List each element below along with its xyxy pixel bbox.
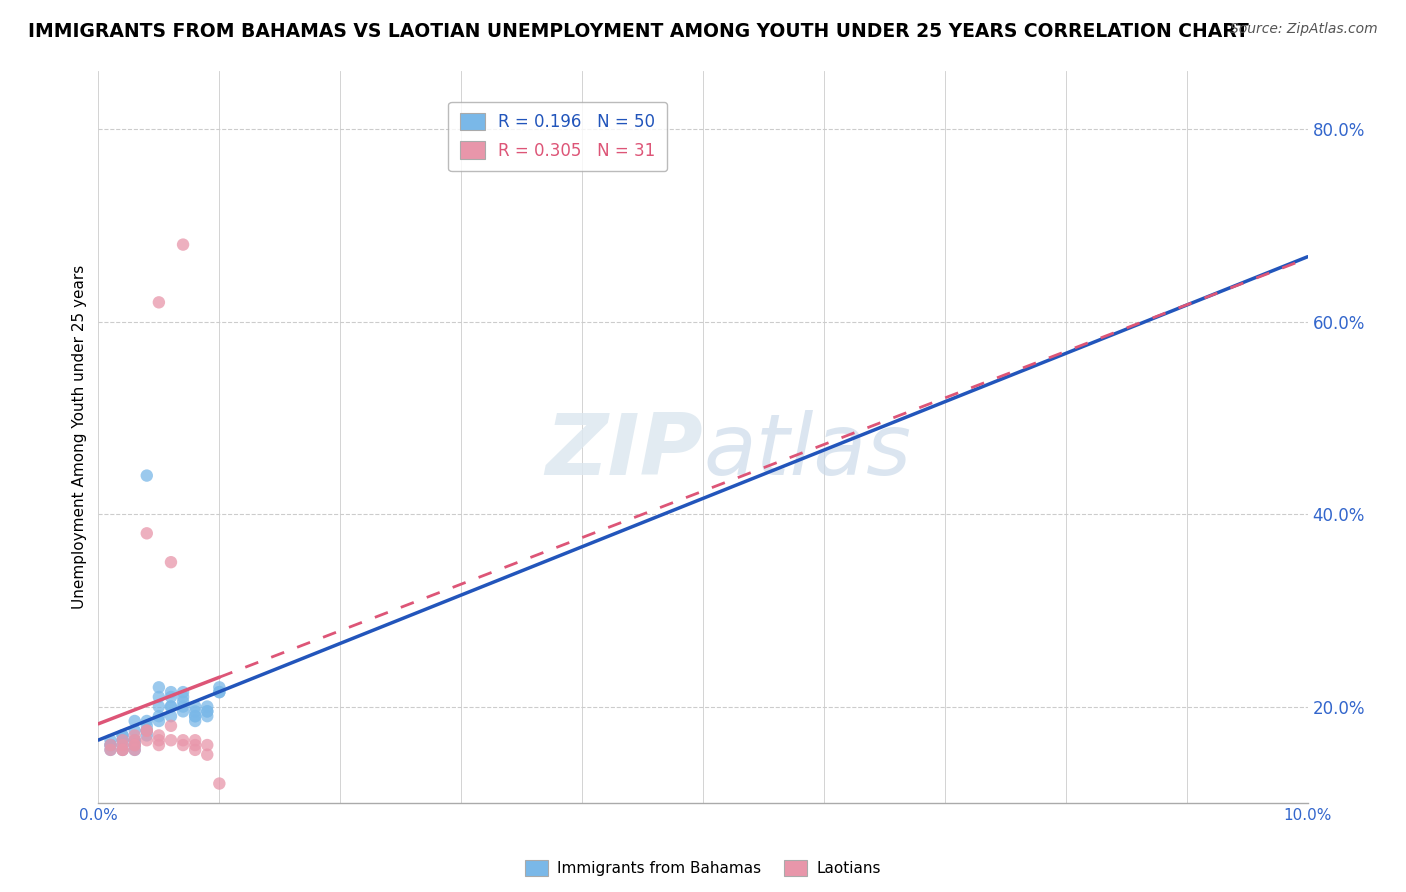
Point bbox=[160, 719, 183, 733]
Point bbox=[111, 743, 134, 757]
Point bbox=[111, 728, 134, 742]
Point bbox=[172, 738, 194, 752]
Point bbox=[135, 723, 157, 738]
Point bbox=[148, 709, 170, 723]
Point bbox=[135, 723, 157, 738]
Point bbox=[148, 295, 170, 310]
Point bbox=[195, 709, 218, 723]
Point bbox=[100, 738, 122, 752]
Point bbox=[148, 690, 170, 704]
Point bbox=[160, 690, 183, 704]
Text: IMMIGRANTS FROM BAHAMAS VS LAOTIAN UNEMPLOYMENT AMONG YOUTH UNDER 25 YEARS CORRE: IMMIGRANTS FROM BAHAMAS VS LAOTIAN UNEMP… bbox=[28, 22, 1249, 41]
Point bbox=[124, 738, 146, 752]
Point bbox=[100, 743, 122, 757]
Point bbox=[124, 738, 146, 752]
Point bbox=[111, 733, 134, 747]
Point bbox=[160, 555, 183, 569]
Point bbox=[135, 728, 157, 742]
Point bbox=[124, 743, 146, 757]
Point bbox=[124, 738, 146, 752]
Text: ZIP: ZIP bbox=[546, 410, 703, 493]
Point bbox=[184, 709, 207, 723]
Point bbox=[160, 699, 183, 714]
Point bbox=[172, 699, 194, 714]
Legend: Immigrants from Bahamas, Laotians: Immigrants from Bahamas, Laotians bbox=[519, 855, 887, 882]
Point bbox=[208, 685, 231, 699]
Point bbox=[135, 526, 157, 541]
Point bbox=[135, 723, 157, 738]
Point bbox=[135, 468, 157, 483]
Point bbox=[100, 743, 122, 757]
Point bbox=[135, 723, 157, 738]
Point bbox=[124, 714, 146, 728]
Point bbox=[124, 733, 146, 747]
Point bbox=[135, 719, 157, 733]
Point bbox=[195, 747, 218, 762]
Point bbox=[148, 681, 170, 695]
Text: atlas: atlas bbox=[703, 410, 911, 493]
Text: Source: ZipAtlas.com: Source: ZipAtlas.com bbox=[1230, 22, 1378, 37]
Point bbox=[111, 733, 134, 747]
Point bbox=[135, 714, 157, 728]
Point bbox=[111, 738, 134, 752]
Point bbox=[111, 733, 134, 747]
Point bbox=[172, 685, 194, 699]
Point bbox=[184, 714, 207, 728]
Point bbox=[100, 738, 122, 752]
Point bbox=[172, 237, 194, 252]
Point bbox=[111, 743, 134, 757]
Point bbox=[184, 709, 207, 723]
Point bbox=[172, 695, 194, 709]
Point bbox=[195, 705, 218, 719]
Point bbox=[124, 743, 146, 757]
Y-axis label: Unemployment Among Youth under 25 years: Unemployment Among Youth under 25 years bbox=[72, 265, 87, 609]
Point bbox=[195, 699, 218, 714]
Point bbox=[184, 699, 207, 714]
Point bbox=[124, 733, 146, 747]
Point bbox=[148, 699, 170, 714]
Point bbox=[100, 738, 122, 752]
Point bbox=[184, 738, 207, 752]
Point bbox=[100, 733, 122, 747]
Point bbox=[124, 723, 146, 738]
Point bbox=[184, 705, 207, 719]
Point bbox=[111, 728, 134, 742]
Point bbox=[160, 709, 183, 723]
Point bbox=[124, 738, 146, 752]
Point bbox=[148, 728, 170, 742]
Point bbox=[184, 733, 207, 747]
Point bbox=[148, 733, 170, 747]
Point bbox=[208, 685, 231, 699]
Point bbox=[135, 733, 157, 747]
Point bbox=[184, 743, 207, 757]
Point bbox=[208, 681, 231, 695]
Point bbox=[160, 733, 183, 747]
Point bbox=[195, 705, 218, 719]
Point bbox=[124, 733, 146, 747]
Point bbox=[111, 743, 134, 757]
Point bbox=[148, 714, 170, 728]
Point bbox=[160, 685, 183, 699]
Point bbox=[208, 776, 231, 790]
Point bbox=[148, 738, 170, 752]
Point bbox=[195, 738, 218, 752]
Point bbox=[172, 705, 194, 719]
Point bbox=[160, 699, 183, 714]
Point bbox=[172, 690, 194, 704]
Point bbox=[111, 738, 134, 752]
Point bbox=[124, 728, 146, 742]
Point bbox=[172, 733, 194, 747]
